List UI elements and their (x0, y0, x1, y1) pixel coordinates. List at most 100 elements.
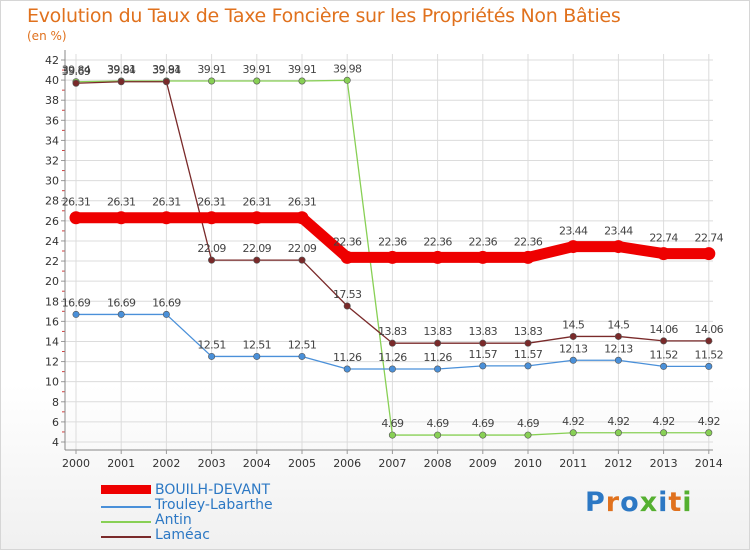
legend-label: Antin (155, 512, 192, 528)
logo-letter: i (682, 487, 693, 518)
y-tick-label: 10 (45, 376, 59, 389)
x-tick-label: 2005 (288, 457, 316, 470)
data-label: 23.44 (559, 225, 588, 238)
data-label: 14.5 (562, 318, 585, 331)
logo-letter: o (620, 487, 640, 518)
data-point (253, 256, 261, 264)
data-point (298, 352, 306, 360)
axes (64, 50, 713, 451)
legend-swatch (101, 521, 151, 523)
data-label: 14.06 (649, 323, 678, 336)
y-tick-label: 24 (45, 235, 59, 248)
data-label: 14.06 (695, 323, 724, 336)
data-point (72, 310, 80, 318)
x-tick-label: 2002 (152, 457, 180, 470)
data-label: 14.5 (607, 318, 630, 331)
y-tick-label: 6 (52, 416, 59, 429)
data-point (611, 240, 625, 254)
data-label: 12.51 (197, 338, 226, 351)
data-label: 11.26 (423, 351, 452, 364)
data-label: 11.57 (514, 348, 543, 361)
data-label: 39.91 (197, 63, 226, 76)
data-label: 22.09 (288, 242, 317, 255)
data-label: 11.26 (333, 351, 362, 364)
y-tick-label: 38 (45, 94, 59, 107)
data-label: 12.51 (243, 338, 272, 351)
data-label: 4.92 (562, 415, 584, 428)
data-label: 26.31 (62, 196, 91, 209)
y-tick-label: 14 (45, 335, 59, 348)
data-point (250, 211, 264, 225)
data-point (614, 429, 622, 437)
data-point (385, 250, 399, 264)
data-point (253, 352, 261, 360)
data-label: 39.98 (333, 62, 362, 75)
data-label: 4.69 (472, 417, 495, 430)
data-label: 22.36 (423, 235, 452, 248)
logo-letter: P (585, 487, 606, 518)
data-label: 11.26 (378, 351, 407, 364)
data-point (343, 76, 351, 84)
data-label: 13.83 (423, 325, 452, 338)
data-point (295, 211, 309, 225)
data-point (521, 250, 535, 264)
data-label: 22.36 (514, 235, 543, 248)
logo-letter: t (668, 487, 683, 518)
data-point (208, 352, 216, 360)
data-point (524, 362, 532, 370)
data-point (431, 250, 445, 264)
data-label: 4.92 (607, 415, 629, 428)
y-tick-label: 28 (45, 195, 59, 208)
x-tick-label: 2009 (469, 457, 497, 470)
series-lines (69, 76, 716, 439)
data-label: 39.69 (62, 65, 91, 78)
data-label: 4.69 (427, 417, 450, 430)
data-label: 26.31 (288, 196, 317, 209)
data-point (69, 211, 83, 225)
data-point (388, 365, 396, 373)
logo-letter: x (639, 487, 659, 518)
data-label: 12.13 (559, 342, 588, 355)
data-point (388, 339, 396, 347)
logo-letter: i (658, 487, 669, 518)
data-label: 26.31 (243, 196, 272, 209)
legend-label: BOUILH-DEVANT (155, 482, 271, 498)
logo-letter: r (605, 487, 621, 518)
x-axis-ticks: 2000 2001 2002 2003 2004 2005 2006 2007 2008 2009… (62, 450, 723, 470)
y-tick-label: 40 (45, 74, 59, 87)
x-tick-label: 2000 (62, 457, 90, 470)
data-label: 22.36 (378, 235, 407, 248)
legend-label: Laméac (155, 527, 210, 543)
data-point (388, 431, 396, 439)
data-point (569, 356, 577, 364)
y-tick-label: 20 (45, 275, 59, 288)
data-label: 22.09 (197, 242, 226, 255)
data-point (476, 250, 490, 264)
data-label: 16.69 (62, 296, 91, 309)
data-point (479, 339, 487, 347)
data-label: 26.31 (152, 196, 181, 209)
x-tick-label: 2010 (514, 457, 542, 470)
data-label: 16.69 (152, 296, 181, 309)
data-point (343, 365, 351, 373)
legend-swatch (101, 506, 151, 508)
data-point (660, 429, 668, 437)
y-tick-label: 32 (45, 155, 59, 168)
data-label: 39.91 (107, 63, 136, 76)
y-tick-label: 42 (45, 54, 59, 67)
data-point (253, 77, 261, 85)
y-tick-label: 8 (52, 396, 59, 409)
data-point (340, 250, 354, 264)
data-label: 11.52 (695, 348, 724, 361)
data-point (298, 77, 306, 85)
data-point (159, 211, 173, 225)
data-point (569, 332, 577, 340)
proxiti-logo: Proxiti (585, 487, 693, 518)
data-labels: 26.31 26.31 26.31 26.31 26.31 26.31 22.36 22.36… (62, 62, 724, 430)
y-tick-label: 16 (45, 315, 59, 328)
data-point (298, 256, 306, 264)
data-point (702, 247, 716, 261)
data-point (434, 431, 442, 439)
data-label: 22.36 (469, 235, 498, 248)
